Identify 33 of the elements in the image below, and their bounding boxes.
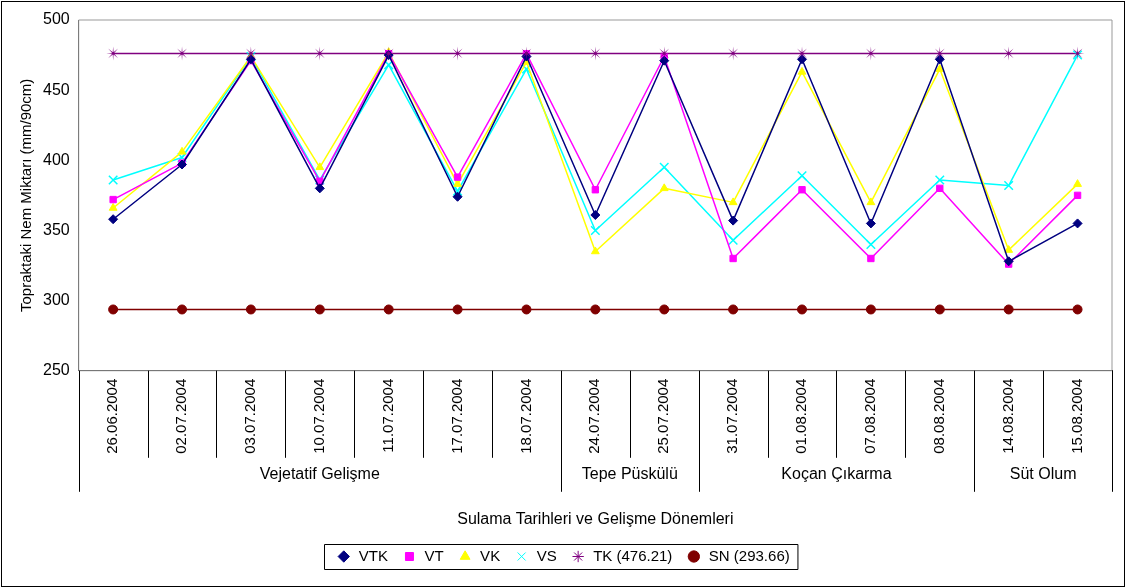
y-tick-label: 500	[42, 10, 70, 28]
x-tick-label: 24.07.2004	[585, 378, 603, 454]
y-tick-label: 350	[42, 220, 70, 238]
y-tick-label: 450	[42, 80, 70, 98]
x-tick-label: 31.07.2004	[723, 378, 741, 454]
x-tick-label: 14.08.2004	[998, 378, 1016, 454]
legend-label: VK	[480, 546, 501, 564]
x-tick-label: 26.06.2004	[103, 378, 121, 454]
y-tick-label: 300	[42, 290, 70, 308]
y-tick-label: 400	[42, 150, 70, 168]
legend-label: SN (293.66)	[708, 546, 790, 564]
x-tick-label: 17.07.2004	[447, 378, 465, 454]
x-tick-label: 07.08.2004	[861, 378, 879, 454]
legend-label: VS	[536, 546, 557, 564]
x-tick-label: 15.08.2004	[1067, 378, 1085, 454]
x-tick-label: 03.07.2004	[241, 378, 259, 454]
text: Tepe Püskülü	[581, 465, 678, 483]
x-tick-label: 18.07.2004	[516, 378, 534, 454]
text: Süt Olum	[1009, 465, 1077, 483]
legend-label: VT	[424, 546, 444, 564]
text: Vejetatif Gelişme	[259, 465, 380, 483]
x-tick-label: 01.08.2004	[792, 378, 810, 454]
y-tick-label: 250	[42, 361, 70, 379]
x-tick-label: 10.07.2004	[309, 378, 327, 454]
x-tick-label: 11.07.2004	[378, 378, 396, 453]
legend-label: VTK	[358, 546, 388, 564]
x-tick-label: 25.07.2004	[654, 378, 672, 454]
x-axis-title: Sulama Tarihleri ve Gelişme Dönemleri	[457, 509, 734, 527]
y-axis-title: Topraktaki Nem Miktarı (mm/90cm)	[17, 78, 35, 313]
text: Koçan Çıkarma	[781, 465, 892, 483]
legend-label: TK (476.21)	[593, 546, 673, 564]
x-tick-label: 02.07.2004	[172, 378, 190, 454]
x-tick-label: 08.08.2004	[929, 378, 947, 454]
